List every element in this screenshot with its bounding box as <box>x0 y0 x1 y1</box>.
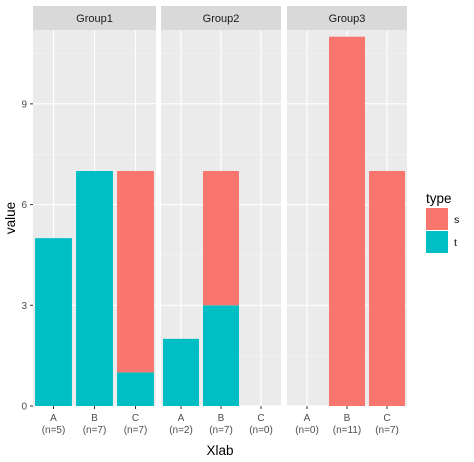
x-tick-count-label: (n=7) <box>124 425 148 436</box>
legend-label-s: s <box>454 214 459 226</box>
bar-group1-c-t <box>117 372 154 406</box>
x-tick-count-label: (n=5) <box>42 425 66 436</box>
bar-group3-c-s <box>369 171 405 406</box>
bar-group1-a-t <box>35 238 72 406</box>
facet-panels: Group1A(n=5)B(n=7)C(n=7)Group2A(n=2)B(n=… <box>33 6 407 436</box>
x-tick-label: A <box>178 413 185 424</box>
strip-background <box>161 6 281 30</box>
bar-group2-b-t <box>203 305 239 406</box>
y-axis: 0 3 6 9 <box>21 99 33 413</box>
x-tick-label: C <box>257 413 264 424</box>
x-tick-label: B <box>91 413 98 424</box>
panel-group2: Group2 A(n=2) B(n=7) C(n=0) <box>161 6 281 436</box>
y-tick-label: 9 <box>21 99 27 110</box>
x-tick-count-label: (n=7) <box>83 425 107 436</box>
legend-label-t: t <box>454 237 457 249</box>
x-tick-label: C <box>132 413 139 424</box>
x-tick-count-label: (n=7) <box>375 425 399 436</box>
x-tick-count-label: (n=0) <box>295 425 319 436</box>
y-tick-label: 6 <box>21 200 27 211</box>
x-tick-label: B <box>344 413 351 424</box>
bar-group3-b-s <box>329 36 365 406</box>
legend-title: type <box>426 191 452 206</box>
legend-key-t <box>426 231 448 253</box>
panel-group3: Group3 A(n=0) B(n=11) C(n=7) <box>287 6 407 436</box>
strip-background <box>33 6 156 30</box>
strip-label: Group2 <box>203 13 240 25</box>
x-tick-label: C <box>383 413 390 424</box>
x-tick-count-label: (n=11) <box>333 425 361 436</box>
strip-background <box>287 6 407 30</box>
x-tick-count-label: (n=7) <box>209 425 233 436</box>
y-tick-label: 0 <box>21 402 27 413</box>
x-tick-label: B <box>218 413 225 424</box>
strip-label: Group1 <box>76 13 113 25</box>
legend: type st <box>426 191 459 253</box>
y-axis-title: value <box>3 202 18 234</box>
strip-label: Group3 <box>329 13 366 25</box>
x-axis-title: Xlab <box>206 443 233 458</box>
x-tick-label: A <box>304 413 311 424</box>
x-tick-count-label: (n=0) <box>249 425 273 436</box>
x-tick-label: A <box>50 413 57 424</box>
bar-group2-a-t <box>163 338 199 406</box>
legend-key-s <box>426 208 448 230</box>
x-tick-count-label: (n=2) <box>169 425 193 436</box>
y-tick-label: 3 <box>21 301 27 312</box>
bar-group2-b-s <box>203 171 239 306</box>
bar-group1-b-t <box>76 171 113 406</box>
bar-group1-c-s <box>117 171 154 373</box>
